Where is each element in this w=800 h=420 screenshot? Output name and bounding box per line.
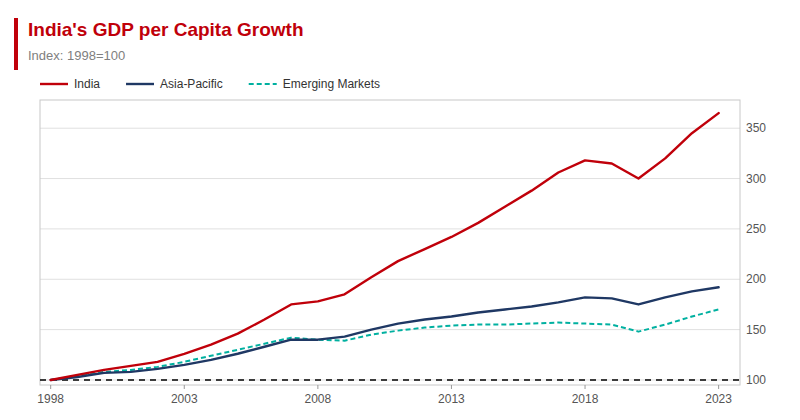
x-tick bbox=[184, 385, 185, 389]
legend-swatch bbox=[249, 83, 277, 85]
chart: India's GDP per Capita Growth Index: 1998… bbox=[0, 0, 800, 420]
x-tick-label: 1998 bbox=[37, 392, 64, 406]
subtitle: Index: 1998=100 bbox=[28, 48, 125, 63]
y-tick-label: 100 bbox=[746, 373, 766, 387]
legend-swatch bbox=[126, 83, 154, 85]
x-tick bbox=[451, 385, 452, 389]
grid-line bbox=[40, 329, 740, 330]
legend-label: India bbox=[74, 77, 100, 91]
y-tick-label: 200 bbox=[746, 272, 766, 286]
x-tick-label: 2023 bbox=[705, 392, 732, 406]
legend-label: Asia-Pacific bbox=[160, 77, 223, 91]
grid bbox=[40, 128, 740, 380]
series-line bbox=[51, 113, 719, 380]
y-tick-label: 350 bbox=[746, 121, 766, 135]
x-tick-label: 2003 bbox=[171, 392, 198, 406]
y-tick-label: 250 bbox=[746, 222, 766, 236]
y-tick-label: 150 bbox=[746, 323, 766, 337]
title: India's GDP per Capita Growth bbox=[28, 19, 304, 40]
y-tick-label: 300 bbox=[746, 172, 766, 186]
grid-line bbox=[40, 228, 740, 229]
series-line bbox=[51, 287, 719, 380]
grid-line bbox=[40, 379, 740, 380]
reference-line bbox=[40, 379, 740, 381]
grid-line bbox=[40, 279, 740, 280]
plot-frame bbox=[40, 100, 740, 385]
accent-bar bbox=[14, 18, 18, 70]
x-tick-label: 2018 bbox=[572, 392, 599, 406]
x-tick bbox=[718, 385, 719, 389]
plot-area bbox=[40, 113, 740, 380]
legend-swatch bbox=[40, 83, 68, 85]
x-tick-label: 2008 bbox=[305, 392, 332, 406]
grid-line bbox=[40, 128, 740, 129]
x-tick bbox=[317, 385, 318, 389]
x-tick bbox=[585, 385, 586, 389]
x-tick bbox=[50, 385, 51, 389]
legend: India Asia-Pacific Emerging Markets bbox=[40, 77, 380, 91]
x-tick-label: 2013 bbox=[438, 392, 465, 406]
legend-label: Emerging Markets bbox=[283, 77, 380, 91]
grid-line bbox=[40, 178, 740, 179]
